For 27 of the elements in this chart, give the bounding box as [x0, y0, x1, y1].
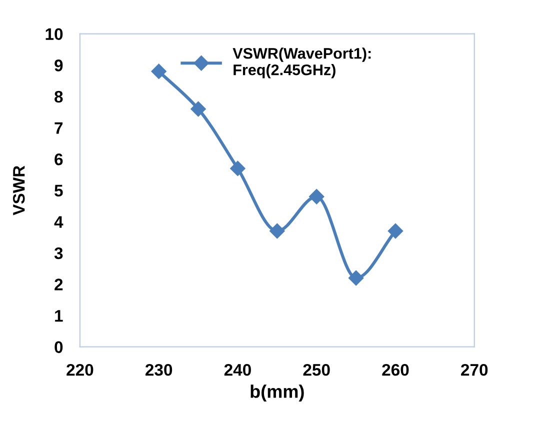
y-tick-label: 3 [54, 247, 63, 260]
y-tick-label: 7 [54, 122, 63, 134]
y-tick-label: 6 [54, 153, 63, 166]
y-tick-label: 4 [54, 216, 64, 228]
x-tick-label: 270 [461, 364, 488, 376]
y-tick-label: 9 [54, 60, 63, 72]
point [348, 270, 364, 286]
point [388, 223, 404, 239]
y-tick-label: 8 [54, 90, 63, 103]
point [270, 223, 285, 239]
x-tick-label: 250 [303, 364, 330, 376]
point [151, 64, 166, 79]
y-tick-label: 5 [54, 184, 63, 197]
x-tick-label: 230 [146, 364, 172, 376]
y-tick-label: 1 [55, 310, 63, 322]
x-tick-label: 240 [224, 364, 251, 376]
x-tick-label: 260 [382, 364, 409, 376]
point [230, 160, 246, 176]
y-axis-title: VSWR [12, 166, 25, 216]
point [190, 101, 206, 117]
y-tick-label: 2 [54, 278, 63, 290]
y-tick-label: 0 [54, 341, 63, 354]
y-tick-label: 10 [46, 28, 63, 40]
legend-label: VSWR(WavePort1): Freq(2.45GHz) [232, 48, 371, 78]
point [309, 189, 324, 204]
x-tick-label: 220 [66, 364, 94, 376]
x-axis-title: b(mm) [250, 384, 304, 402]
